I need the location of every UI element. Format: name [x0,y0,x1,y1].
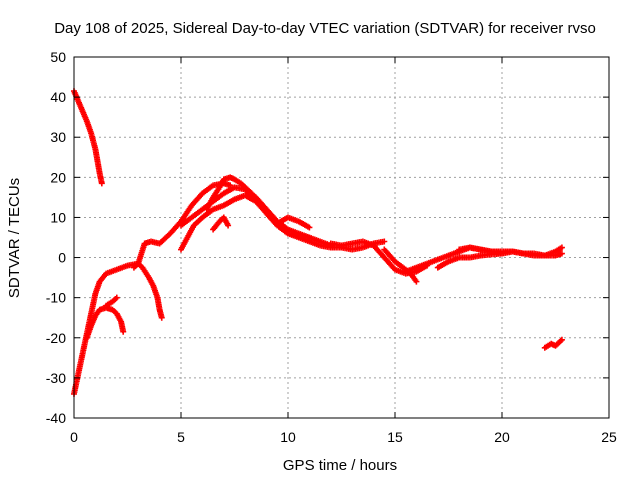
y-tick-label: 20 [50,169,66,185]
y-tick-label: -40 [46,410,66,426]
series-arc-5 [130,260,165,321]
y-tick-label: 50 [50,49,66,65]
data-point [98,180,105,187]
axis-ticks [73,56,610,419]
data-point [225,222,232,229]
x-tick-label: 0 [70,429,78,445]
y-tick-label: -30 [46,370,66,386]
y-tick-label: 30 [50,129,66,145]
data-point [306,234,313,241]
y-tick-label: 0 [58,250,66,266]
x-tick-label: 20 [494,429,510,445]
series-arc-12 [381,246,420,285]
data-point [558,336,565,343]
x-tick-label: 15 [387,429,403,445]
x-axis-label: GPS time / hours [283,457,397,474]
grid-lines [74,57,609,418]
chart-title: Day 108 of 2025, Sidereal Day-to-day VTE… [54,20,596,37]
series-arc-1 [71,88,105,187]
data-point [120,328,127,335]
series-arc-15 [456,244,565,259]
data-point [413,278,420,285]
data-point [158,314,165,321]
data-point [113,294,120,301]
x-tick-label: 5 [177,429,185,445]
y-tick-label: -20 [46,330,66,346]
data-point [306,224,313,231]
data-point [558,250,565,257]
data-points [71,88,565,397]
x-tick-labels: 0 5 10 15 20 25 [70,429,617,445]
series-arc-10 [274,214,313,231]
series-arc-4 [103,294,120,309]
y-tick-label: 10 [50,209,66,225]
y-tick-labels: -40 -30 -20 -10 0 10 20 30 40 50 [46,49,66,426]
data-point [381,238,388,245]
y-axis-label: SDTVAR / TECUs [6,178,23,298]
plot-frame [73,56,610,419]
x-tick-label: 10 [280,429,296,445]
data-point [558,244,565,251]
y-tick-label: 40 [50,89,66,105]
series-arc-16 [541,336,565,351]
series-arc-9 [210,214,232,233]
x-tick-label: 25 [601,429,617,445]
y-tick-label: -10 [46,290,66,306]
